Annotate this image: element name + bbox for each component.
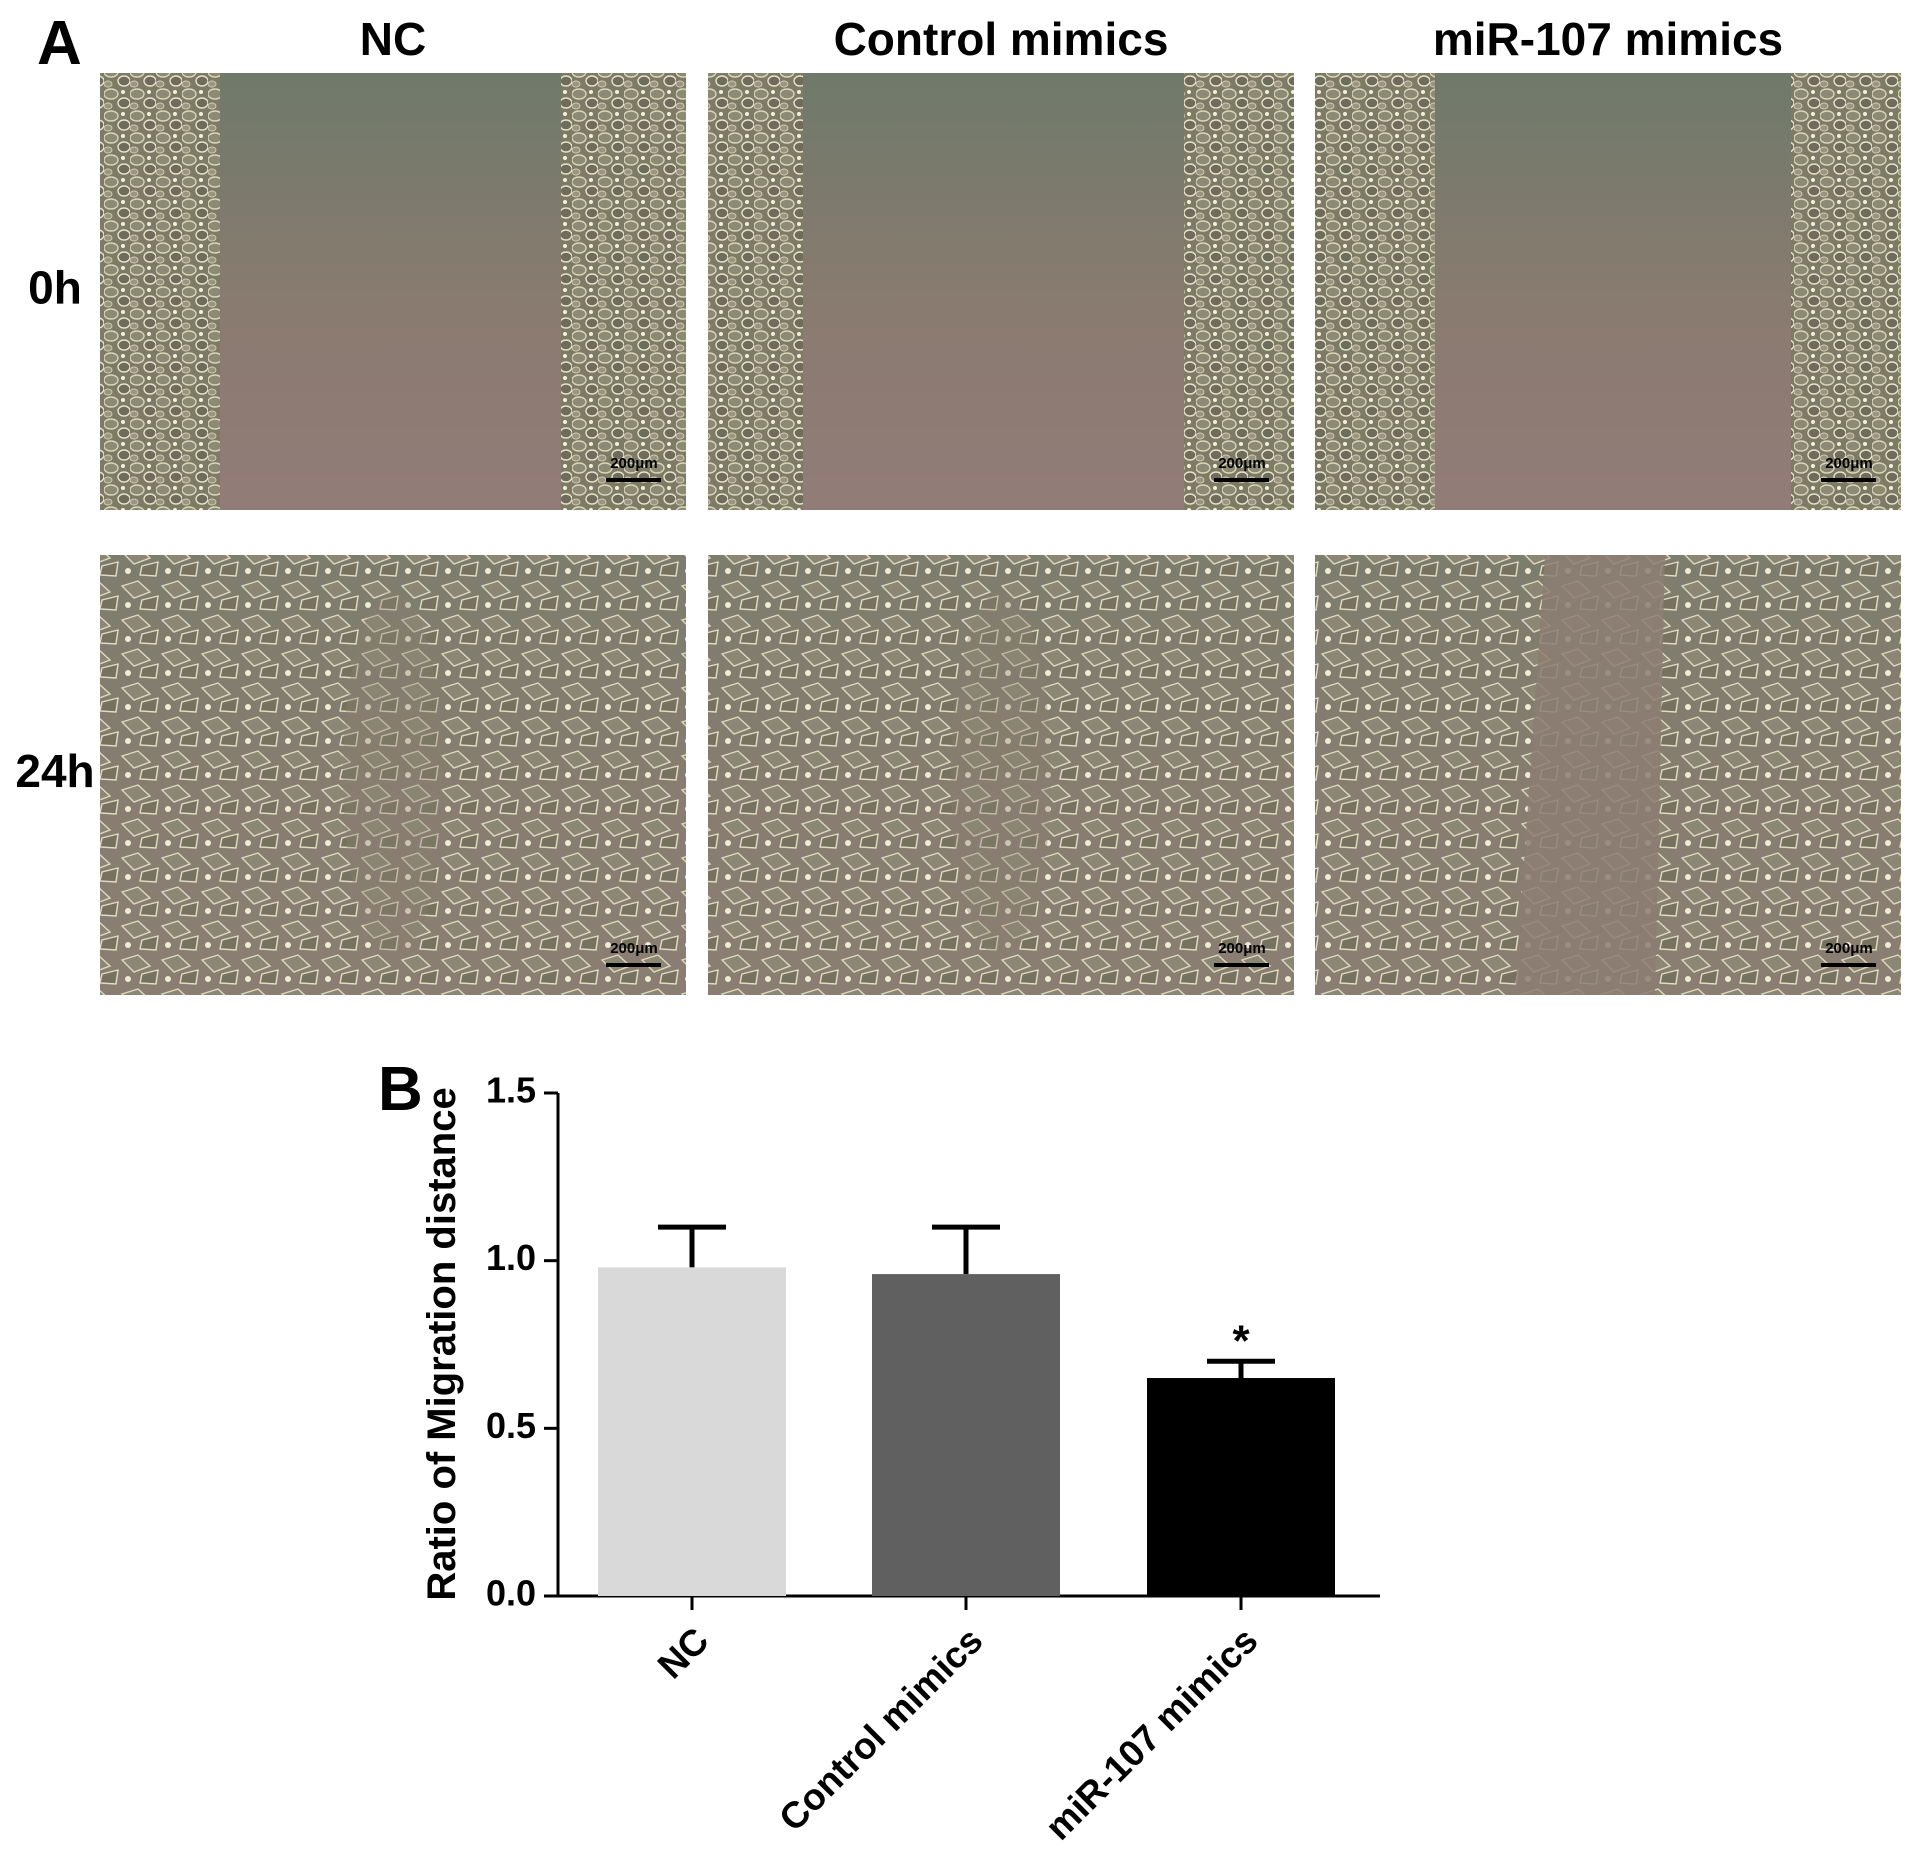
- x-tick-label: NC: [650, 1620, 717, 1687]
- micrograph: 200μm: [100, 73, 686, 510]
- cell-layer: [708, 73, 803, 510]
- cell-layer: [561, 73, 686, 510]
- y-tick-label: 1.5: [486, 1070, 536, 1111]
- panel-label: A: [37, 9, 82, 78]
- wound-gap: [951, 591, 1051, 959]
- wound-gap: [343, 591, 443, 959]
- micrograph-grid: NC Control mimics miR-107 mimics 0h 200μm 200…: [15, 13, 1901, 995]
- y-tick-label: 0.0: [486, 1573, 536, 1614]
- y-tick-label: 0.5: [486, 1405, 536, 1446]
- micrograph: 200μm: [1315, 73, 1901, 510]
- cell-layer: [1184, 73, 1294, 510]
- row-label: 24h: [15, 745, 94, 797]
- scale-bar-label: 200μm: [1218, 940, 1266, 957]
- bar-chart: 0.0 0.5 1.0 1.5 NC Control mimics miR-107 mimi…: [486, 1070, 1380, 1848]
- y-tick-label: 1.0: [486, 1237, 536, 1278]
- column-header: NC: [360, 13, 426, 65]
- cell-layer: [1791, 73, 1901, 510]
- cell-layer: [100, 555, 686, 995]
- cell-layer: [1315, 73, 1435, 510]
- micrograph: 200μm: [708, 73, 1294, 510]
- micrograph: 200μm: [708, 555, 1294, 995]
- micrograph: 200μm: [1315, 555, 1901, 995]
- cell-layer: [100, 73, 220, 510]
- significance-label: *: [1232, 1316, 1250, 1365]
- row-label: 0h: [28, 262, 82, 314]
- scale-bar-label: 200μm: [1825, 940, 1873, 957]
- column-header: Control mimics: [834, 13, 1169, 65]
- bar: [872, 1274, 1060, 1596]
- x-tick-label: Control mimics: [771, 1620, 990, 1839]
- x-tick-label: miR-107 mimics: [1037, 1620, 1265, 1848]
- wound-gap: [1515, 555, 1665, 995]
- y-axis-label: Ratio of Migration distance: [420, 1087, 464, 1600]
- scale-bar-label: 200μm: [610, 940, 658, 957]
- scale-bar-label: 200μm: [1825, 455, 1873, 472]
- cell-layer: [708, 555, 1294, 995]
- bar: [598, 1267, 786, 1596]
- scale-bar-label: 200μm: [1218, 455, 1266, 472]
- column-header: miR-107 mimics: [1433, 13, 1783, 65]
- scale-bar-label: 200μm: [610, 455, 658, 472]
- panel-label: B: [378, 1055, 423, 1124]
- micrograph: 200μm: [100, 555, 686, 995]
- bar: [1147, 1378, 1335, 1596]
